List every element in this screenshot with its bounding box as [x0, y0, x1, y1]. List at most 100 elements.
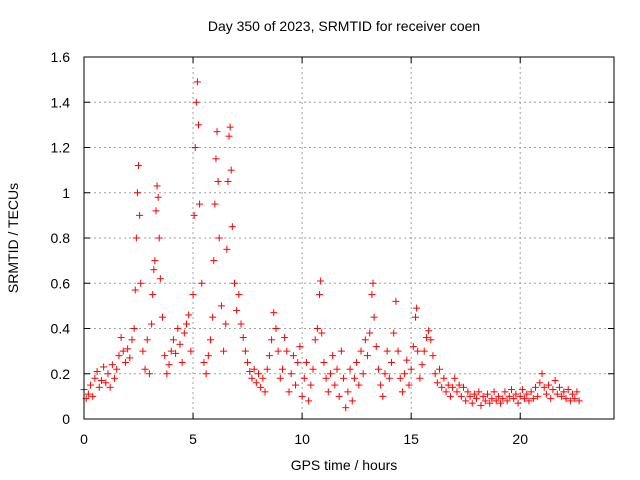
data-point	[331, 381, 339, 389]
data-point	[225, 132, 233, 140]
data-point	[370, 313, 378, 321]
data-point	[324, 388, 332, 396]
data-point	[503, 397, 511, 405]
data-point	[420, 347, 428, 355]
data-point	[220, 347, 228, 355]
data-point	[529, 395, 537, 403]
data-point	[403, 356, 411, 364]
data-point	[274, 347, 282, 355]
data-point	[149, 291, 157, 299]
data-point	[510, 395, 518, 403]
data-point	[172, 349, 180, 357]
data-point	[241, 347, 249, 355]
data-point	[427, 336, 435, 344]
data-point	[353, 358, 361, 366]
data-point	[560, 388, 568, 396]
data-point	[311, 336, 319, 344]
data-point	[449, 383, 457, 391]
data-point	[414, 347, 422, 355]
data-point	[473, 395, 481, 403]
data-point	[374, 365, 382, 373]
data-point	[468, 399, 476, 407]
data-point	[163, 370, 171, 378]
data-point	[337, 347, 345, 355]
data-point	[536, 379, 544, 387]
data-point	[405, 381, 413, 389]
data-point	[340, 374, 348, 382]
data-point	[113, 365, 121, 373]
data-point	[392, 297, 400, 305]
data-point	[425, 327, 433, 335]
data-point	[309, 365, 317, 373]
data-point	[151, 257, 159, 265]
data-point	[505, 392, 513, 400]
data-point	[518, 386, 526, 394]
y-tick-label: 1	[62, 185, 70, 201]
data-point	[95, 383, 103, 391]
data-point	[453, 388, 461, 396]
data-point	[481, 397, 489, 405]
data-point	[534, 392, 542, 400]
data-point	[263, 365, 271, 373]
data-point	[553, 390, 561, 398]
data-point	[84, 390, 92, 398]
data-point	[193, 78, 201, 86]
data-point	[289, 352, 297, 360]
data-point	[466, 392, 474, 400]
data-point	[117, 334, 125, 342]
data-point	[335, 392, 343, 400]
data-point	[326, 370, 334, 378]
data-point	[192, 98, 200, 106]
data-point	[422, 334, 430, 342]
data-point	[165, 361, 173, 369]
data-point	[440, 374, 448, 382]
data-point	[313, 325, 321, 332]
data-point	[368, 291, 376, 299]
data-point	[189, 291, 197, 299]
data-point	[305, 397, 313, 405]
data-point	[152, 207, 160, 215]
y-tick-label: 1.2	[51, 140, 71, 156]
data-point	[150, 266, 158, 274]
data-point	[438, 383, 446, 391]
data-point	[436, 365, 444, 373]
data-point	[298, 392, 306, 400]
data-point	[204, 352, 212, 360]
data-point	[226, 123, 234, 131]
data-point	[145, 370, 153, 378]
x-tick-label: 5	[189, 431, 197, 447]
data-point	[494, 392, 502, 400]
data-point	[573, 388, 581, 396]
data-point	[527, 388, 535, 396]
data-point	[97, 377, 105, 385]
data-point	[180, 329, 188, 337]
data-point	[385, 374, 393, 382]
data-point	[329, 352, 337, 360]
y-tick-label: 0.8	[51, 230, 71, 246]
data-point	[507, 386, 515, 394]
data-point	[159, 313, 167, 321]
data-point	[119, 347, 127, 355]
data-point	[394, 347, 402, 355]
y-tick-label: 1.4	[51, 94, 71, 110]
data-point	[185, 311, 193, 319]
data-point	[388, 358, 396, 366]
data-point	[575, 397, 583, 405]
data-point	[379, 392, 387, 400]
data-point	[244, 358, 252, 366]
x-tick-labels: 0 5 10 15 20	[80, 431, 528, 447]
data-point	[131, 286, 139, 294]
data-point	[355, 381, 363, 389]
data-point	[390, 329, 398, 337]
data-point	[278, 365, 286, 373]
data-point	[230, 279, 238, 287]
data-point	[296, 343, 304, 351]
data-point	[433, 379, 441, 387]
data-point	[555, 383, 563, 391]
data-point	[333, 365, 341, 373]
data-point	[104, 370, 112, 378]
data-point	[486, 399, 494, 407]
data-point	[100, 363, 108, 371]
data-point	[300, 374, 308, 382]
